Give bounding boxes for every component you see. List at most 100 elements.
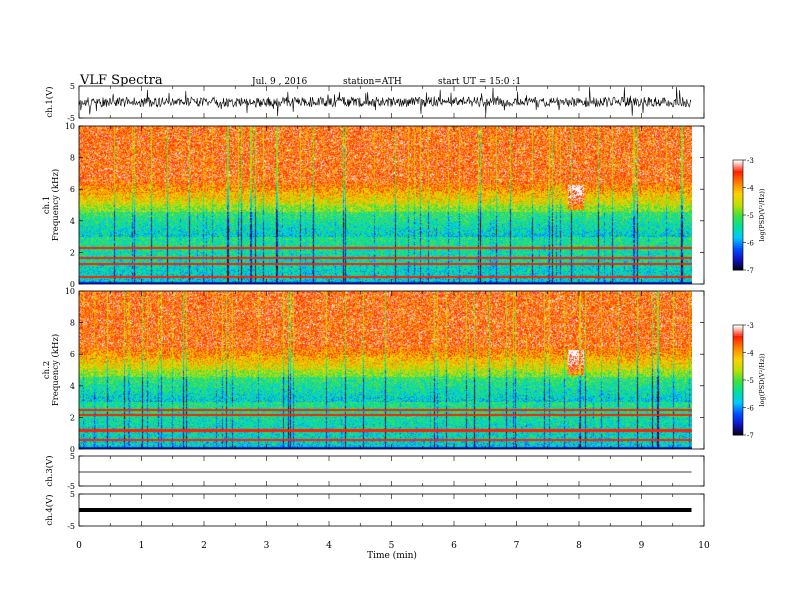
colorbar-cell	[733, 425, 743, 429]
ch4-wave-y-axis-title: ch.4(V)	[44, 494, 55, 525]
colorbar-cell	[733, 191, 743, 194]
colorbar-cell	[733, 268, 743, 271]
colorbar-cell	[733, 348, 743, 352]
colorbar-cell	[733, 380, 743, 383]
colorbar-cell	[733, 414, 743, 418]
ch1-spec-y-axis-title: Frequency (kHz)	[50, 169, 61, 241]
y-tick-label: 0	[70, 445, 75, 454]
colorbar-cell	[733, 163, 743, 166]
colorbar-cell	[733, 392, 743, 396]
colorbar-tick-label: -3	[747, 157, 754, 165]
colorbar-cell	[733, 376, 743, 379]
colorbar-cell	[733, 204, 743, 207]
y-tick-label: 5	[70, 490, 75, 499]
x-axis: 0 1 2 3 4 5 6 7 8 9 10	[76, 541, 710, 551]
colorbar-cell	[733, 235, 743, 238]
colorbar-cell	[733, 431, 743, 434]
colorbar-tick-label: -3	[747, 322, 754, 330]
colorbar-cell	[733, 246, 743, 249]
colorbar-cell	[733, 385, 743, 388]
colorbar-cell	[733, 356, 743, 359]
panel-ch1-wave: ch.1(V) 5 -5	[44, 82, 705, 123]
x-tick-label: 9	[639, 541, 645, 551]
colorbar-cell	[733, 259, 743, 262]
colorbar-cell	[733, 429, 743, 432]
colorbar-cell	[733, 196, 743, 199]
colorbar-cell	[733, 403, 743, 407]
x-tick-label: 4	[326, 541, 332, 551]
colorbar-cell	[733, 213, 743, 216]
colorbar-cell	[733, 374, 743, 377]
y-tick-label: 8	[70, 319, 75, 328]
colorbar-cell	[733, 174, 743, 177]
colorbar-cell	[733, 202, 743, 205]
colorbar-cell	[733, 231, 743, 234]
colorbar-cell	[733, 253, 743, 256]
colorbar-cell	[733, 381, 743, 385]
colorbar-cell	[733, 416, 743, 419]
y-tick-label: 2	[70, 413, 75, 422]
colorbar-cell	[733, 211, 743, 214]
x-tick-label: 10	[698, 541, 710, 551]
colorbar-tick-label: -7	[747, 267, 754, 275]
colorbar-cell	[733, 424, 743, 427]
colorbar-cell	[733, 328, 743, 331]
panel-ch4-wave: ch.4(V) 5 -5	[44, 490, 705, 531]
panel-ch3-wave: ch.3(V) 5 -5	[44, 452, 705, 491]
colorbar-cell	[733, 198, 743, 201]
colorbar-tick-label: -4	[747, 350, 754, 358]
colorbar-cell	[733, 409, 743, 412]
colorbar-label: log(PSD(V²/Hz))	[758, 188, 766, 241]
colorbar-cell	[733, 334, 743, 337]
x-tick-label: 7	[514, 541, 520, 551]
colorbar-cell	[733, 347, 743, 350]
colorbar-cell	[733, 226, 743, 229]
colorbar-cell	[733, 176, 743, 179]
y-tick-label: -5	[67, 522, 75, 531]
colorbar-cell	[733, 180, 743, 183]
y-tick-label: 10	[65, 122, 75, 131]
colorbar-cell	[733, 325, 743, 328]
colorbar-cell	[733, 339, 743, 342]
colorbar-cell	[733, 242, 743, 245]
colorbar-cell	[733, 398, 743, 401]
panel-ch2-spec: -3 -4 -5 -6 -7 log(PSD(V²/Hz)) ch.2 Frequency (…	[42, 287, 766, 454]
colorbar-cell	[733, 336, 743, 339]
y-tick-label: 2	[70, 248, 75, 257]
colorbar-cell	[733, 229, 743, 232]
colorbar-cell	[733, 427, 743, 430]
colorbar-cell	[733, 165, 743, 168]
colorbar-cell	[733, 251, 743, 254]
colorbar-cell	[733, 224, 743, 227]
ch1-spec-heatmap	[79, 126, 692, 284]
x-tick-label: 1	[139, 541, 145, 551]
colorbar-cell	[733, 352, 743, 355]
colorbar-cell	[733, 345, 743, 348]
colorbar-cell	[733, 185, 743, 188]
colorbar-cell	[733, 233, 743, 236]
colorbar-cell	[733, 200, 743, 203]
colorbar-cell	[733, 189, 743, 192]
ch1-wave-y-axis-title: ch.1(V)	[44, 86, 55, 117]
y-tick-label: 4	[70, 382, 75, 391]
ch1-waveform-trace	[78, 86, 692, 117]
colorbar-cell	[733, 227, 743, 231]
y-tick-label: 5	[70, 82, 75, 91]
colorbar-cell	[733, 394, 743, 397]
x-axis-title: Time (min)	[367, 550, 417, 561]
colorbar-cell	[733, 370, 743, 374]
x-tick-label: 0	[76, 541, 82, 551]
colorbar-cell	[733, 167, 743, 170]
ch1-spec-channel-label: ch.1	[42, 196, 52, 214]
colorbar-cell	[733, 326, 743, 330]
colorbar-cell	[733, 422, 743, 425]
colorbar-cell	[733, 411, 743, 414]
colorbar-cell	[733, 182, 743, 185]
colorbar-cell	[733, 171, 743, 174]
colorbar-cell	[733, 160, 743, 163]
colorbar-cell	[733, 237, 743, 240]
colorbar-cell	[733, 359, 743, 363]
x-tick-label: 8	[576, 541, 582, 551]
ch2-spec-heatmap	[79, 291, 692, 449]
